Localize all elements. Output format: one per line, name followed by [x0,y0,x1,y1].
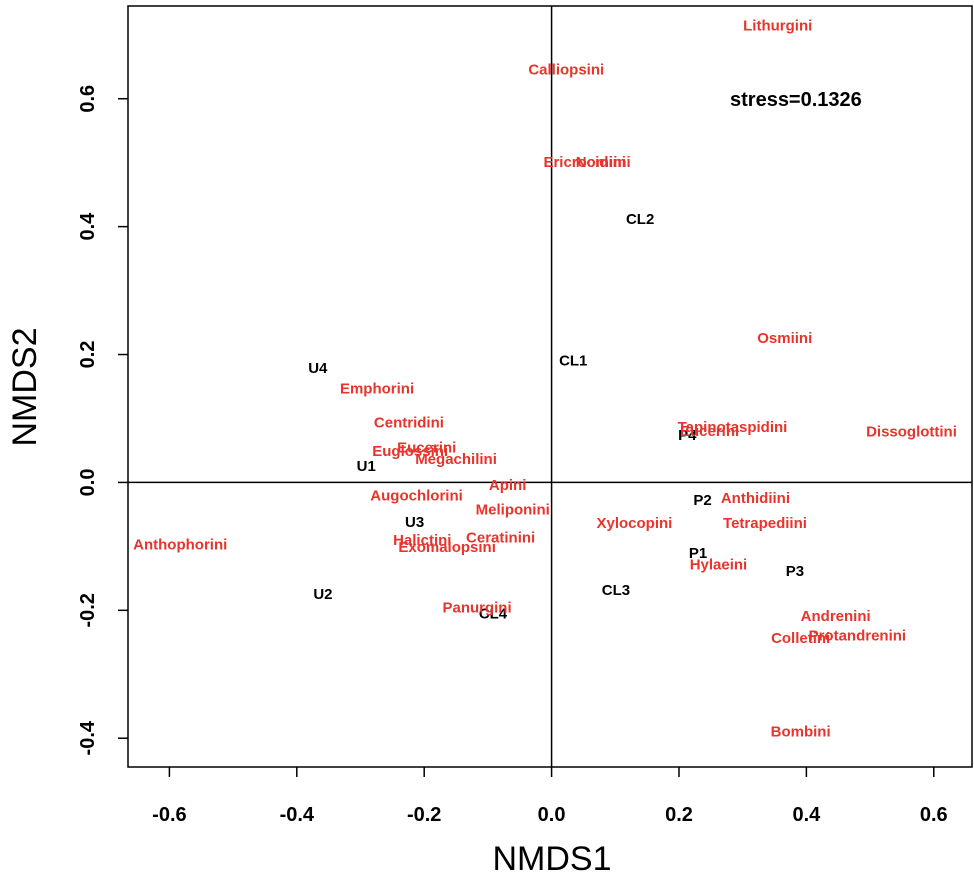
y-tick-label: 0.6 [77,85,99,113]
tribe-point-label: Colletini [771,630,830,647]
site-point-label: CL3 [602,582,630,599]
site-point-label: U3 [405,514,424,531]
tribe-point-label: Dissoglottini [866,423,957,440]
y-tick-label: 0.4 [77,212,99,241]
tribe-point-label: Eucerini [397,439,456,456]
tribe-point-label: Panurgini [442,599,511,616]
tribe-point-label: Andrenini [801,608,871,625]
site-point-label: CL1 [559,352,587,369]
site-point-label: U2 [313,586,332,603]
site-point-label: U4 [308,360,328,377]
x-axis: -0.6 -0.4 -0.2 0.0 0.2 0.4 0.6 [152,767,948,826]
x-tick-label: 0.2 [665,804,693,826]
y-axis-title: NMDS2 [6,327,44,446]
x-tick-label: -0.6 [152,804,186,826]
tribe-point-label: Megachilini [415,451,497,468]
tribe-point-label: Osmiini [757,330,812,347]
tribe-point-label: Emphorini [340,381,414,398]
plot-frame [127,5,973,768]
y-tick-label: -0.4 [77,720,99,755]
tribe-point-label: Apini [489,477,527,494]
x-tick-label: 0.0 [538,804,566,826]
x-axis-title: NMDS1 [492,840,611,878]
tribe-point-label: Euglossini [372,443,448,460]
tribe-point-label: Bombini [771,723,831,740]
tribe-point-label: Protandrenini [809,627,907,644]
tribe-point-label: Anthophorini [133,537,227,554]
tribe-point-label: Anthidiini [721,490,790,507]
site-point-label: U1 [357,458,376,475]
x-tick-label: 0.6 [920,804,948,826]
tribe-point-label: Ceratinini [466,530,535,547]
y-tick-label: 0.2 [77,341,99,369]
site-point-label: CL4 [479,606,508,623]
tribe-point-label: Ericrocidini [543,154,626,171]
y-tick-label: -0.2 [77,593,99,627]
tribe-point-label: Centridini [374,414,444,431]
tribe-point-label: Nomiini [576,154,631,171]
point-labels: U4 U1 U3 U2 CL1 CL2 CL3 CL4 P4 P2 P1 P3 Lithurgini Ca… [133,17,957,740]
x-tick-label: 0.4 [792,804,821,826]
tribe-point-label: Halictini [393,532,451,549]
tribe-point-label: Calliopsini [528,61,604,78]
tribe-point-label: Tetrapediini [723,515,807,532]
stress-annotation: stress=0.1326 [730,89,862,111]
tribe-point-label: Eucerini [680,423,739,440]
x-tick-label: -0.2 [407,804,441,826]
site-point-label: P2 [693,492,711,509]
y-axis: -0.4 -0.2 0.0 0.2 0.4 0.6 [77,85,128,755]
site-point-label: CL2 [626,211,654,228]
tribe-point-label: Tapinotaspidini [678,419,788,436]
tribe-point-label: Lithurgini [743,17,812,34]
site-point-label: P4 [678,427,697,444]
tribe-point-label: Meliponini [476,501,550,518]
tribe-point-label: Exomalopsini [398,539,496,556]
site-point-label: P3 [786,563,804,580]
y-tick-label: 0.0 [77,469,99,497]
tribe-point-label: Xylocopini [596,515,672,532]
tribe-point-label: Augochlorini [370,487,463,504]
x-tick-label: -0.4 [280,804,315,826]
site-point-label: P1 [689,545,707,562]
tribe-point-label: Hylaeini [690,556,748,573]
